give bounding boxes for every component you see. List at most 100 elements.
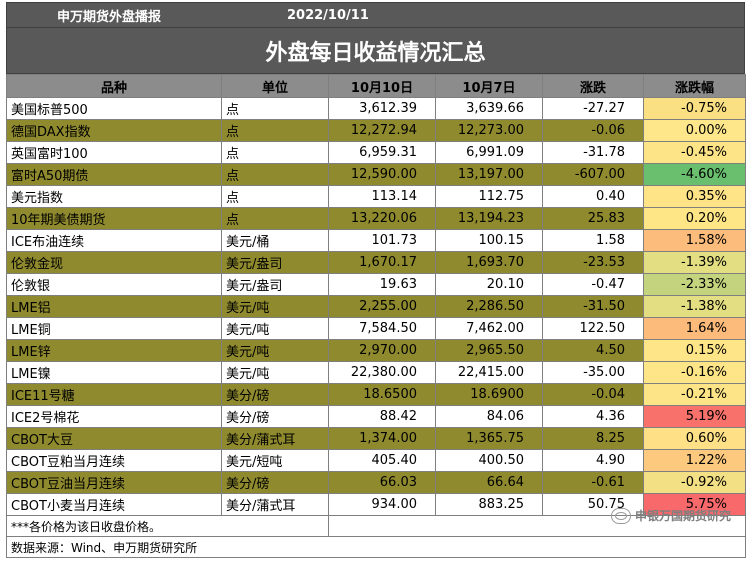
- row-name: 美国标普500: [6, 97, 222, 120]
- row-change: -0.61: [542, 471, 644, 494]
- row-value-date1: 12,272.94: [328, 119, 436, 142]
- row-unit: 美元/吨: [221, 339, 329, 362]
- row-change: -35.00: [542, 361, 644, 384]
- row-name: ICE11号糖: [6, 383, 222, 406]
- row-change: 4.36: [542, 405, 644, 428]
- row-change-pct: 1.64%: [643, 317, 746, 340]
- row-unit: 美分/磅: [221, 471, 329, 494]
- row-name: CBOT小麦当月连续: [6, 493, 222, 516]
- row-unit: 美分/磅: [221, 383, 329, 406]
- row-name: ICE布油连续: [6, 229, 222, 252]
- row-unit: 点: [221, 97, 329, 120]
- row-value-date2: 883.25: [435, 493, 543, 516]
- row-value-date2: 18.6900: [435, 383, 543, 406]
- returns-table: 品种 单位 10月10日 10月7日 涨跌 涨跌幅 美国标普500 点 3,612.…: [6, 74, 746, 558]
- row-name: 伦敦金现: [6, 251, 222, 274]
- row-value-date2: 1,365.75: [435, 427, 543, 450]
- row-unit: 美分/蒲式耳: [221, 427, 329, 450]
- table-row: LME铝 美元/吨 2,255.00 2,286.50 -31.50 -1.38%: [6, 295, 746, 318]
- row-unit: 点: [221, 207, 329, 230]
- row-name: 德国DAX指数: [6, 119, 222, 142]
- row-name: CBOT豆油当月连续: [6, 471, 222, 494]
- row-change-pct: 1.58%: [643, 229, 746, 252]
- row-unit: 美元/吨: [221, 361, 329, 384]
- row-value-date1: 88.42: [328, 405, 436, 428]
- row-change: 122.50: [542, 317, 644, 340]
- row-change-pct: -1.38%: [643, 295, 746, 318]
- row-unit: 点: [221, 141, 329, 164]
- table-body: 美国标普500 点 3,612.39 3,639.66 -27.27 -0.75% 德国DA…: [6, 97, 746, 516]
- row-name: 10年期美债期货: [6, 207, 222, 230]
- table-row: 伦敦金现 美元/盎司 1,670.17 1,693.70 -23.53 -1.39%: [6, 251, 746, 274]
- row-unit: 点: [221, 185, 329, 208]
- row-name: LME铜: [6, 317, 222, 340]
- table-header-row: 品种 单位 10月10日 10月7日 涨跌 涨跌幅: [6, 74, 746, 98]
- footer-source: 数据来源：Wind、申万期货研究所: [6, 536, 746, 558]
- row-change-pct: -0.21%: [643, 383, 746, 406]
- row-change: -0.47: [542, 273, 644, 296]
- report-header: 申万期货外盘播报 2022/10/11: [6, 2, 745, 28]
- row-change-pct: 5.19%: [643, 405, 746, 428]
- row-change-pct: -0.16%: [643, 361, 746, 384]
- row-value-date2: 66.64: [435, 471, 543, 494]
- row-change: 4.90: [542, 449, 644, 472]
- row-change: 8.25: [542, 427, 644, 450]
- table-row: ICE布油连续 美元/桶 101.73 100.15 1.58 1.58%: [6, 229, 746, 252]
- row-value-date2: 13,197.00: [435, 163, 543, 186]
- col-header-name: 品种: [6, 74, 222, 98]
- row-change: -0.04: [542, 383, 644, 406]
- row-value-date2: 7,462.00: [435, 317, 543, 340]
- report-sheet: 申万期货外盘播报 2022/10/11 外盘每日收益情况汇总 品种 单位 10月…: [6, 2, 746, 558]
- row-value-date1: 12,590.00: [328, 163, 436, 186]
- row-change-pct: 1.22%: [643, 449, 746, 472]
- col-header-unit: 单位: [221, 74, 329, 98]
- report-title: 外盘每日收益情况汇总: [6, 28, 745, 74]
- row-change-pct: -1.39%: [643, 251, 746, 274]
- report-date: 2022/10/11: [287, 7, 369, 23]
- row-name: LME镍: [6, 361, 222, 384]
- row-unit: 美元/短吨: [221, 449, 329, 472]
- row-unit: 美元/吨: [221, 317, 329, 340]
- table-row: 美元指数点 113.14 112.75 0.40 0.35%: [6, 185, 746, 208]
- row-value-date1: 13,220.06: [328, 207, 436, 230]
- table-row: 富时A50期债点 12,590.00 13,197.00 -607.00 -4.60%: [6, 163, 746, 186]
- row-change-pct: -4.60%: [643, 163, 746, 186]
- row-value-date2: 6,991.09: [435, 141, 543, 164]
- row-name: LME锌: [6, 339, 222, 362]
- wechat-icon: [610, 507, 631, 524]
- row-change-pct: 0.15%: [643, 339, 746, 362]
- table-row: CBOT大豆 美分/蒲式耳 1,374.00 1,365.75 8.25 0.60%: [6, 427, 746, 450]
- col-header-date1: 10月10日: [328, 74, 436, 98]
- row-value-date1: 2,970.00: [328, 339, 436, 362]
- row-change: 25.83: [542, 207, 644, 230]
- row-change-pct: 0.00%: [643, 119, 746, 142]
- col-header-date2: 10月7日: [435, 74, 543, 98]
- row-change-pct: -0.45%: [643, 141, 746, 164]
- row-value-date2: 13,194.23: [435, 207, 543, 230]
- row-name: 英国富时100: [6, 141, 222, 164]
- row-change: 4.50: [542, 339, 644, 362]
- row-value-date1: 19.63: [328, 273, 436, 296]
- row-change: -31.78: [542, 141, 644, 164]
- row-value-date1: 405.40: [328, 449, 436, 472]
- row-value-date1: 22,380.00: [328, 361, 436, 384]
- row-value-date2: 3,639.66: [435, 97, 543, 120]
- row-value-date1: 2,255.00: [328, 295, 436, 318]
- row-name: LME铝: [6, 295, 222, 318]
- row-change-pct: 0.60%: [643, 427, 746, 450]
- row-change: 0.40: [542, 185, 644, 208]
- row-change: -27.27: [542, 97, 644, 120]
- row-name: 伦敦银: [6, 273, 222, 296]
- table-row: LME锌 美元/吨 2,970.00 2,965.50 4.50 0.15%: [6, 339, 746, 362]
- row-change-pct: -0.75%: [643, 97, 746, 120]
- row-value-date1: 6,959.31: [328, 141, 436, 164]
- watermark: 申银万国期货研究: [610, 507, 731, 524]
- row-value-date1: 1,374.00: [328, 427, 436, 450]
- row-value-date2: 84.06: [435, 405, 543, 428]
- row-value-date2: 1,693.70: [435, 251, 543, 274]
- table-row: CBOT豆油当月连续 美分/磅 66.03 66.64 -0.61 -0.92%: [6, 471, 746, 494]
- table-row: CBOT豆粕当月连续 美元/短吨 405.40 400.50 4.90 1.22%: [6, 449, 746, 472]
- row-value-date2: 12,273.00: [435, 119, 543, 142]
- row-value-date1: 18.6500: [328, 383, 436, 406]
- row-value-date2: 100.15: [435, 229, 543, 252]
